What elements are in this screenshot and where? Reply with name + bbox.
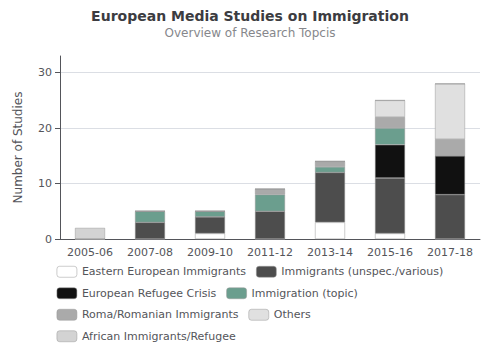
svg-text:2013-14: 2013-14 <box>307 246 353 259</box>
svg-text:European Media Studies on Immi: European Media Studies on Immigration <box>91 8 409 24</box>
svg-text:African Immigrants/Refugee: African Immigrants/Refugee <box>82 330 236 343</box>
svg-text:2017-18: 2017-18 <box>427 246 473 259</box>
svg-text:2015-16: 2015-16 <box>367 246 413 259</box>
svg-text:2009-10: 2009-10 <box>187 246 233 259</box>
svg-text:European Refugee Crisis: European Refugee Crisis <box>82 287 217 300</box>
svg-text:30: 30 <box>38 66 52 79</box>
svg-text:Eastern European Immigrants: Eastern European Immigrants <box>82 265 246 278</box>
svg-text:Number of Studies: Number of Studies <box>11 92 25 204</box>
svg-text:2005-06: 2005-06 <box>67 246 113 259</box>
svg-text:2007-08: 2007-08 <box>127 246 173 259</box>
svg-text:Others: Others <box>274 308 311 321</box>
svg-text:0: 0 <box>45 233 52 246</box>
svg-text:Roma/Romanian Immigrants: Roma/Romanian Immigrants <box>82 308 239 321</box>
svg-text:Overview of Research Topcis: Overview of Research Topcis <box>165 26 336 40</box>
svg-text:Immigration (topic): Immigration (topic) <box>252 287 358 300</box>
svg-text:2011-12: 2011-12 <box>247 246 293 259</box>
svg-text:10: 10 <box>38 177 52 190</box>
svg-text:20: 20 <box>38 122 52 135</box>
svg-text:Immigrants (unspec./various): Immigrants (unspec./various) <box>281 265 443 278</box>
